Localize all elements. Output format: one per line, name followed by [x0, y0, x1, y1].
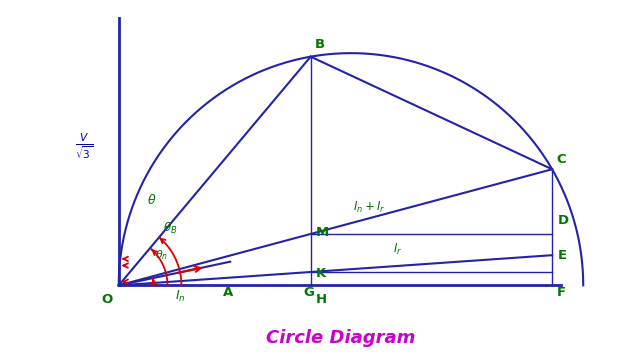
Text: H: H [316, 293, 328, 306]
Text: $\theta_n$: $\theta_n$ [155, 249, 168, 262]
Text: O: O [101, 293, 113, 306]
Text: C: C [557, 153, 566, 166]
Text: D: D [558, 214, 569, 227]
Text: K: K [316, 267, 326, 280]
Text: $I_n + I_r$: $I_n + I_r$ [353, 200, 386, 215]
Text: F: F [557, 286, 566, 298]
Text: M: M [316, 226, 329, 239]
Text: G: G [303, 286, 314, 298]
Text: $\theta_B$: $\theta_B$ [163, 221, 177, 236]
Text: $\theta$: $\theta$ [147, 193, 156, 207]
Text: $I_n$: $I_n$ [175, 289, 186, 304]
Text: $\frac{V}{\sqrt{3}}$: $\frac{V}{\sqrt{3}}$ [75, 131, 93, 161]
Text: E: E [558, 249, 567, 262]
Text: $I_r$: $I_r$ [392, 242, 402, 257]
Text: B: B [314, 38, 324, 51]
Text: Circle Diagram: Circle Diagram [265, 329, 415, 347]
Text: A: A [223, 286, 234, 298]
